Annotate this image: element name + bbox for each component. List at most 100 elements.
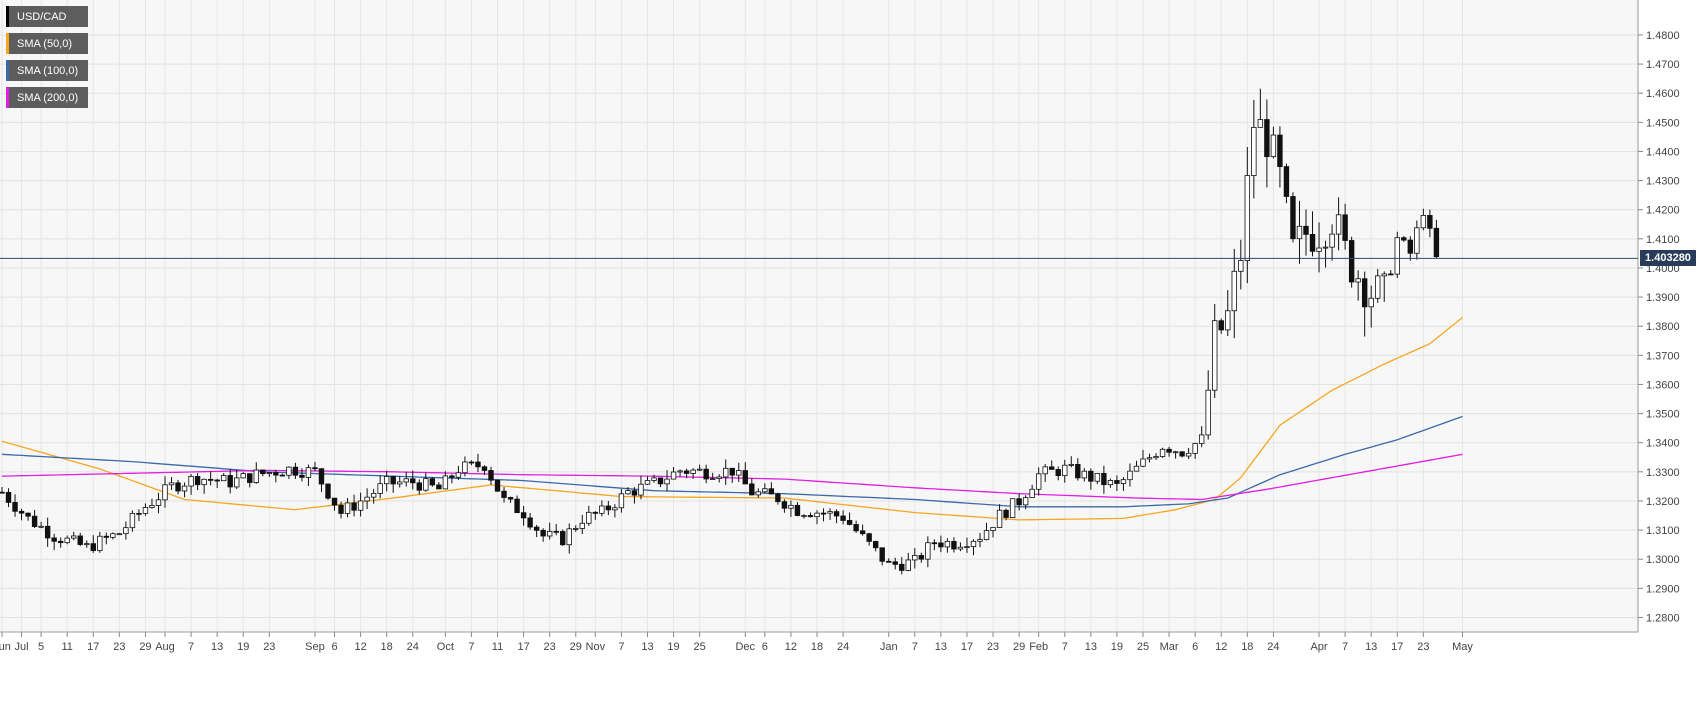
x-tick-label: Sep — [305, 641, 325, 653]
candle-body — [514, 498, 520, 514]
candle-body — [1062, 464, 1068, 477]
candle-body — [1212, 320, 1218, 391]
candle-body — [18, 510, 25, 514]
candle-body — [1290, 196, 1296, 240]
candle-body — [1251, 126, 1257, 176]
candle-body — [918, 555, 925, 560]
candle-body — [1309, 233, 1316, 252]
candle-body — [1368, 297, 1374, 308]
candle-body — [5, 491, 12, 503]
y-tick-label: 1.2800 — [1646, 612, 1680, 624]
candle-body — [455, 472, 462, 478]
candle-body — [299, 474, 305, 478]
x-tick-label: 17 — [1391, 641, 1403, 653]
candle-body — [670, 471, 677, 480]
candle-body — [879, 547, 885, 562]
x-tick-label: 19 — [667, 641, 679, 653]
candle-body — [1244, 175, 1251, 261]
last-price-tag: 1.403280 — [1640, 250, 1696, 267]
x-tick-label: 6 — [1192, 641, 1198, 653]
candle-body — [1264, 119, 1270, 158]
x-tick-label: 24 — [837, 641, 849, 653]
candle-body — [1388, 273, 1394, 276]
x-tick-label: 17 — [87, 641, 99, 653]
candle-body — [370, 493, 377, 498]
candle-body — [951, 540, 957, 550]
candle-body — [696, 468, 703, 471]
candle-body — [416, 482, 422, 491]
candle-body — [214, 479, 220, 482]
candle-body — [1016, 498, 1022, 506]
candle-body — [1401, 237, 1407, 241]
candle-body — [560, 531, 566, 546]
y-tick-label: 1.2900 — [1646, 583, 1680, 595]
candle-body — [436, 484, 442, 490]
candle-body — [377, 483, 383, 494]
candle-body — [331, 497, 338, 506]
legend-item-sma-50[interactable]: SMA (50,0) — [6, 33, 88, 54]
candle-body — [1185, 452, 1192, 457]
candle-body — [31, 515, 38, 527]
candle-body — [749, 483, 755, 496]
x-tick-label: 6 — [762, 641, 768, 653]
candle-body — [553, 530, 559, 533]
x-tick-label: 7 — [188, 641, 194, 653]
candle-body — [488, 470, 494, 481]
candle-body — [1427, 215, 1433, 229]
candle-body — [990, 527, 996, 531]
candle-body — [475, 461, 481, 468]
candle-body — [1127, 470, 1133, 481]
y-tick-label: 1.4600 — [1646, 88, 1680, 100]
candle-body — [527, 517, 533, 528]
candle-body — [1277, 134, 1283, 167]
candle-body — [977, 539, 983, 542]
candle-body — [273, 472, 279, 476]
x-tick-label: Aug — [155, 641, 175, 653]
candle-body — [1420, 215, 1427, 229]
candle-body — [1257, 119, 1264, 128]
candle-body — [410, 478, 416, 484]
candle-body — [136, 512, 142, 515]
candle-body — [383, 476, 390, 485]
candle-body — [423, 478, 429, 491]
candle-body — [736, 470, 742, 476]
x-tick-label: Feb — [1029, 641, 1048, 653]
x-tick-label: Jun — [0, 641, 11, 653]
candle-body — [573, 528, 579, 530]
legend-item-sma-200[interactable]: SMA (200,0) — [6, 87, 89, 108]
candle-body — [938, 542, 944, 548]
candle-body — [429, 478, 436, 486]
y-tick-label: 1.3300 — [1646, 467, 1680, 479]
candle-body — [566, 528, 572, 546]
candle-body — [1153, 456, 1159, 459]
candle-body — [1003, 509, 1009, 518]
candle-body — [390, 476, 396, 485]
candle-body — [905, 559, 911, 571]
candle-body — [1049, 466, 1055, 470]
candle-body — [25, 512, 31, 517]
candle-body — [1022, 497, 1029, 506]
candle-body — [801, 515, 807, 517]
candle-body — [364, 496, 370, 502]
legend-item-sma-100[interactable]: SMA (100,0) — [6, 60, 89, 81]
candle-body — [1296, 225, 1303, 240]
candle-body — [846, 520, 853, 525]
x-tick-label: 29 — [1013, 641, 1025, 653]
chart-legend: USD/CAD SMA (50,0) SMA (100,0) SMA (200,… — [6, 6, 89, 114]
candle-body — [1322, 246, 1329, 249]
candle-body — [38, 525, 44, 528]
candle-body — [592, 511, 599, 514]
x-tick-label: 12 — [354, 641, 366, 653]
candle-body — [84, 543, 90, 546]
candle-body — [690, 469, 696, 474]
candle-body — [51, 537, 57, 542]
x-tick-label: Jan — [880, 641, 898, 653]
candle-body — [1055, 469, 1061, 477]
candle-body — [618, 493, 625, 509]
candle-body — [155, 499, 162, 506]
candle-body — [279, 474, 286, 477]
x-tick-label: 29 — [570, 641, 582, 653]
candle-body — [755, 491, 762, 496]
legend-item-symbol[interactable]: USD/CAD — [6, 6, 88, 27]
candle-body — [1342, 214, 1348, 241]
